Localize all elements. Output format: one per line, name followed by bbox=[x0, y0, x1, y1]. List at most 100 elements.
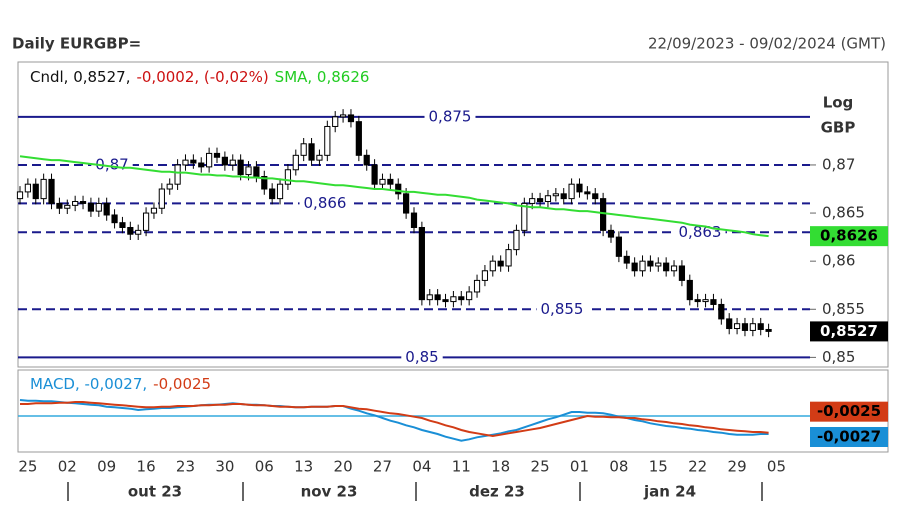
macd-last-label: -0,0027 bbox=[817, 428, 881, 446]
x-tick-label: 11 bbox=[452, 458, 471, 476]
y-tick-label: 0,855 bbox=[822, 300, 865, 318]
macd-last-box bbox=[810, 427, 888, 447]
candle-body bbox=[379, 178, 386, 185]
candle-body bbox=[678, 265, 686, 281]
candle-body bbox=[584, 191, 591, 195]
candle-body bbox=[150, 207, 158, 214]
candle-body bbox=[458, 296, 465, 301]
candle-body bbox=[686, 279, 693, 301]
chart-title: Daily EURGBP= bbox=[12, 35, 141, 53]
candle-body bbox=[229, 159, 236, 166]
candle-body bbox=[631, 262, 638, 272]
x-tick-label: 18 bbox=[491, 458, 510, 476]
x-tick-label: 06 bbox=[255, 458, 274, 476]
sma-last-label: 0,8626 bbox=[820, 227, 878, 245]
x-tick-label: 27 bbox=[373, 458, 392, 476]
candle-body bbox=[607, 229, 615, 238]
level-label-bg bbox=[536, 300, 588, 319]
x-tick-label: 25 bbox=[531, 458, 550, 476]
y-tick-label: 0,865 bbox=[822, 204, 865, 222]
candle-body bbox=[111, 214, 118, 224]
candle-body bbox=[119, 222, 126, 228]
candle-body bbox=[103, 202, 110, 216]
candle-body bbox=[639, 260, 646, 272]
candle-body bbox=[529, 198, 536, 204]
candle-body bbox=[339, 114, 347, 118]
candle-body bbox=[418, 226, 425, 301]
candle-body bbox=[442, 299, 449, 303]
candle-body bbox=[552, 193, 559, 197]
candle-body bbox=[32, 183, 39, 200]
macd-legend: MACD, -0,0027, -0,0025 bbox=[30, 375, 211, 393]
candle-body bbox=[560, 193, 567, 200]
candle-body bbox=[757, 323, 764, 330]
candle-body bbox=[213, 152, 221, 158]
candle-body bbox=[48, 178, 55, 204]
date-range: 22/09/2023 - 09/02/2024 (GMT) bbox=[648, 35, 886, 53]
candle-body bbox=[284, 169, 292, 185]
level-label-bg bbox=[424, 107, 476, 126]
candle-body bbox=[536, 198, 544, 203]
level-label: 0,855 bbox=[541, 300, 584, 318]
scale-label: GBP bbox=[821, 119, 856, 137]
candle-body bbox=[56, 202, 63, 209]
candle-body bbox=[95, 202, 102, 212]
legend-item: -0,0025 bbox=[153, 375, 211, 393]
candle-body bbox=[316, 154, 323, 161]
candle-body bbox=[16, 191, 24, 200]
candle-body bbox=[237, 159, 244, 176]
candle-body bbox=[765, 328, 772, 332]
candle-body bbox=[663, 262, 670, 272]
month-label: out 23 bbox=[128, 483, 182, 501]
legend-item: MACD, -0,0027, bbox=[30, 375, 147, 393]
candle-body bbox=[221, 156, 228, 166]
legend-item: SMA, 0,8626 bbox=[275, 68, 370, 86]
candle-body bbox=[395, 183, 402, 195]
candle-body bbox=[190, 159, 197, 164]
candle-body bbox=[576, 183, 583, 193]
candle-body bbox=[544, 195, 552, 203]
month-label: jan 24 bbox=[643, 483, 696, 501]
y-tick-label: 0,87 bbox=[822, 155, 855, 173]
candle-body bbox=[24, 183, 31, 193]
x-tick-label: 04 bbox=[412, 458, 431, 476]
candle-body bbox=[513, 229, 520, 251]
candle-body bbox=[276, 183, 284, 200]
candle-body bbox=[410, 212, 418, 228]
candle-body bbox=[726, 318, 733, 330]
candle-body bbox=[497, 260, 504, 267]
x-tick-label: 02 bbox=[58, 458, 77, 476]
level-label: 0,85 bbox=[405, 348, 438, 366]
x-tick-label: 08 bbox=[609, 458, 628, 476]
last-price-box bbox=[810, 321, 888, 342]
month-label: nov 23 bbox=[301, 483, 358, 501]
x-tick-label: 30 bbox=[215, 458, 234, 476]
candle-body bbox=[253, 166, 260, 177]
x-tick-label: 25 bbox=[18, 458, 37, 476]
candle-body bbox=[135, 229, 142, 235]
candle-body bbox=[127, 226, 134, 235]
last-price-label: 0,8527 bbox=[820, 322, 878, 340]
x-tick-label: 05 bbox=[767, 458, 786, 476]
candle-body bbox=[206, 152, 213, 168]
month-label: dez 23 bbox=[469, 483, 525, 501]
candle-body bbox=[655, 262, 662, 267]
candle-body bbox=[592, 193, 599, 200]
candle-body bbox=[347, 114, 355, 123]
price-frame bbox=[17, 61, 889, 368]
candle-body bbox=[292, 154, 299, 171]
candle-body bbox=[434, 294, 441, 301]
candle-body bbox=[718, 303, 725, 320]
candle-body bbox=[387, 178, 394, 185]
candle-body bbox=[142, 212, 150, 231]
macd-line bbox=[20, 401, 769, 438]
candle-body bbox=[166, 183, 173, 190]
x-tick-label: 16 bbox=[137, 458, 156, 476]
legend-item: -0,0002, (-0,02%) bbox=[136, 68, 268, 86]
candle-body bbox=[466, 291, 473, 301]
candle-body bbox=[245, 166, 252, 176]
x-tick-label: 20 bbox=[334, 458, 353, 476]
